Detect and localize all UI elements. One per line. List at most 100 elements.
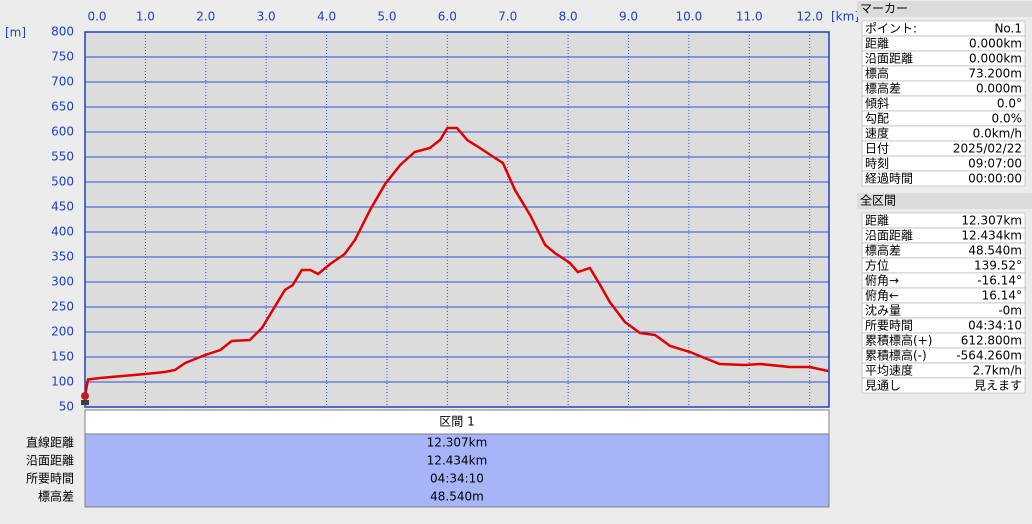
y-tick-label: 650 (51, 100, 74, 114)
y-tick-label: 550 (51, 150, 74, 164)
y-tick-label: 750 (51, 50, 74, 64)
panel-label: 日付 (865, 142, 889, 156)
panel-label: 俯角← (865, 288, 899, 303)
section-value: 48.540m (430, 490, 484, 504)
y-tick-label: 800 (51, 25, 74, 39)
x-tick-label: 7.0 (498, 10, 517, 24)
panel-label: 俯角→ (865, 273, 899, 288)
panel-value: 73.200m (968, 67, 1022, 81)
panel-title: マーカー (860, 2, 908, 16)
panel-label: 平均速度 (865, 363, 913, 378)
x-tick-label: 4.0 (317, 10, 336, 24)
section-header-box (84, 409, 830, 435)
panel-label: 標高差 (865, 243, 901, 258)
panel-value: 139.52° (974, 259, 1022, 273)
marker-foot (81, 400, 89, 405)
panel-label: 距離 (865, 37, 889, 51)
panel-value: 0.000km (969, 52, 1022, 66)
panel-value: 16.14° (982, 289, 1022, 303)
panel-label: 距離 (865, 214, 889, 228)
panel-value: 2025/02/22 (953, 142, 1022, 156)
panel-label: 勾配 (865, 112, 889, 126)
panel-header (857, 1, 1032, 17)
panel-value: 04:34:10 (968, 319, 1022, 333)
y-tick-label: 50 (59, 400, 74, 414)
panel-label: 沿面距離 (865, 52, 913, 66)
y-unit: [m] (5, 26, 26, 40)
section-label: 直線距離 (26, 435, 74, 450)
panel-label: 沈み量 (865, 303, 901, 318)
section-label: 沿面距離 (26, 454, 74, 468)
x-tick-label: 5.0 (377, 10, 396, 24)
y-tick-label: 350 (51, 250, 74, 264)
x-tick-label: 8.0 (559, 10, 578, 24)
section-body (84, 433, 830, 508)
section-label: 所要時間 (26, 472, 74, 486)
panel-value: 0.0km/h (973, 127, 1022, 141)
panel-value: 12.434km (961, 229, 1022, 243)
y-tick-label: 200 (51, 325, 74, 339)
panel-label: 見通し (865, 379, 901, 393)
x-tick-label: 9.0 (619, 10, 638, 24)
panel-row (861, 170, 1026, 187)
panel-label: 傾斜 (865, 97, 889, 111)
x-tick-label: 3.0 (257, 10, 276, 24)
panel-label: 沿面距離 (865, 229, 913, 243)
x-tick-label: 1.0 (136, 10, 155, 24)
panel-label: 速度 (865, 126, 889, 141)
panel-value: 0.000km (969, 37, 1022, 51)
panel-label: 累積標高(-) (865, 348, 927, 363)
panel-value: -16.14° (977, 274, 1022, 288)
panel-value: 0.000m (976, 82, 1022, 96)
section-label: 標高差 (38, 489, 74, 504)
y-tick-label: 100 (51, 375, 74, 389)
x-tick-label: 2.0 (196, 10, 215, 24)
y-tick-label: 250 (51, 300, 74, 314)
panel-label: ポイント: (865, 22, 917, 36)
marker-icon (81, 392, 89, 400)
x-tick-label: 11.0 (736, 10, 763, 24)
panel-value: 0.0° (997, 97, 1022, 111)
panel-value: 0.0% (992, 112, 1023, 126)
panel-value: 48.540m (968, 244, 1022, 258)
section-header: 区間 1 (439, 415, 474, 429)
panel-value: 見えます (974, 379, 1022, 393)
x-tick-label: 6.0 (438, 10, 457, 24)
y-tick-label: 300 (51, 275, 74, 289)
panel-label: 累積標高(+) (865, 333, 932, 348)
panel-row (861, 377, 1026, 394)
plot-area (85, 32, 829, 407)
panel-label: 標高 (865, 66, 889, 81)
panel-value: 12.307km (961, 214, 1022, 228)
panel-label: 方位 (865, 258, 889, 273)
panel-value: -0m (998, 304, 1022, 318)
y-tick-label: 500 (51, 175, 74, 189)
section-value: 12.307km (427, 436, 488, 450)
panel-header (857, 193, 1032, 209)
panel-value: 09:07:00 (968, 157, 1022, 171)
panel-value: No.1 (994, 22, 1022, 36)
x-tick-label: 0.0 (87, 10, 106, 24)
x-unit: [km] (831, 10, 859, 24)
plot-border (84, 31, 830, 408)
section-value: 12.434km (427, 454, 488, 468)
y-tick-label: 150 (51, 350, 74, 364)
panel-value: 00:00:00 (968, 172, 1022, 186)
x-tick-label: 12.0 (796, 10, 823, 24)
section-value: 04:34:10 (430, 472, 484, 486)
panel-label: 時刻 (865, 157, 889, 171)
x-tick-label: 10.0 (676, 10, 703, 24)
panel-title: 全区間 (860, 193, 896, 208)
elevation-line (83, 126, 829, 396)
y-tick-label: 400 (51, 225, 74, 239)
y-tick-label: 600 (51, 125, 74, 139)
panel-label: 標高差 (865, 81, 901, 96)
panel-value: 612.800m (961, 334, 1022, 348)
panel-value: 2.7km/h (973, 364, 1022, 378)
y-tick-label: 450 (51, 200, 74, 214)
panel-label: 所要時間 (865, 319, 913, 333)
panel-value: -564.260m (956, 349, 1022, 363)
y-tick-label: 700 (51, 75, 74, 89)
panel-label: 経過時間 (865, 172, 913, 186)
